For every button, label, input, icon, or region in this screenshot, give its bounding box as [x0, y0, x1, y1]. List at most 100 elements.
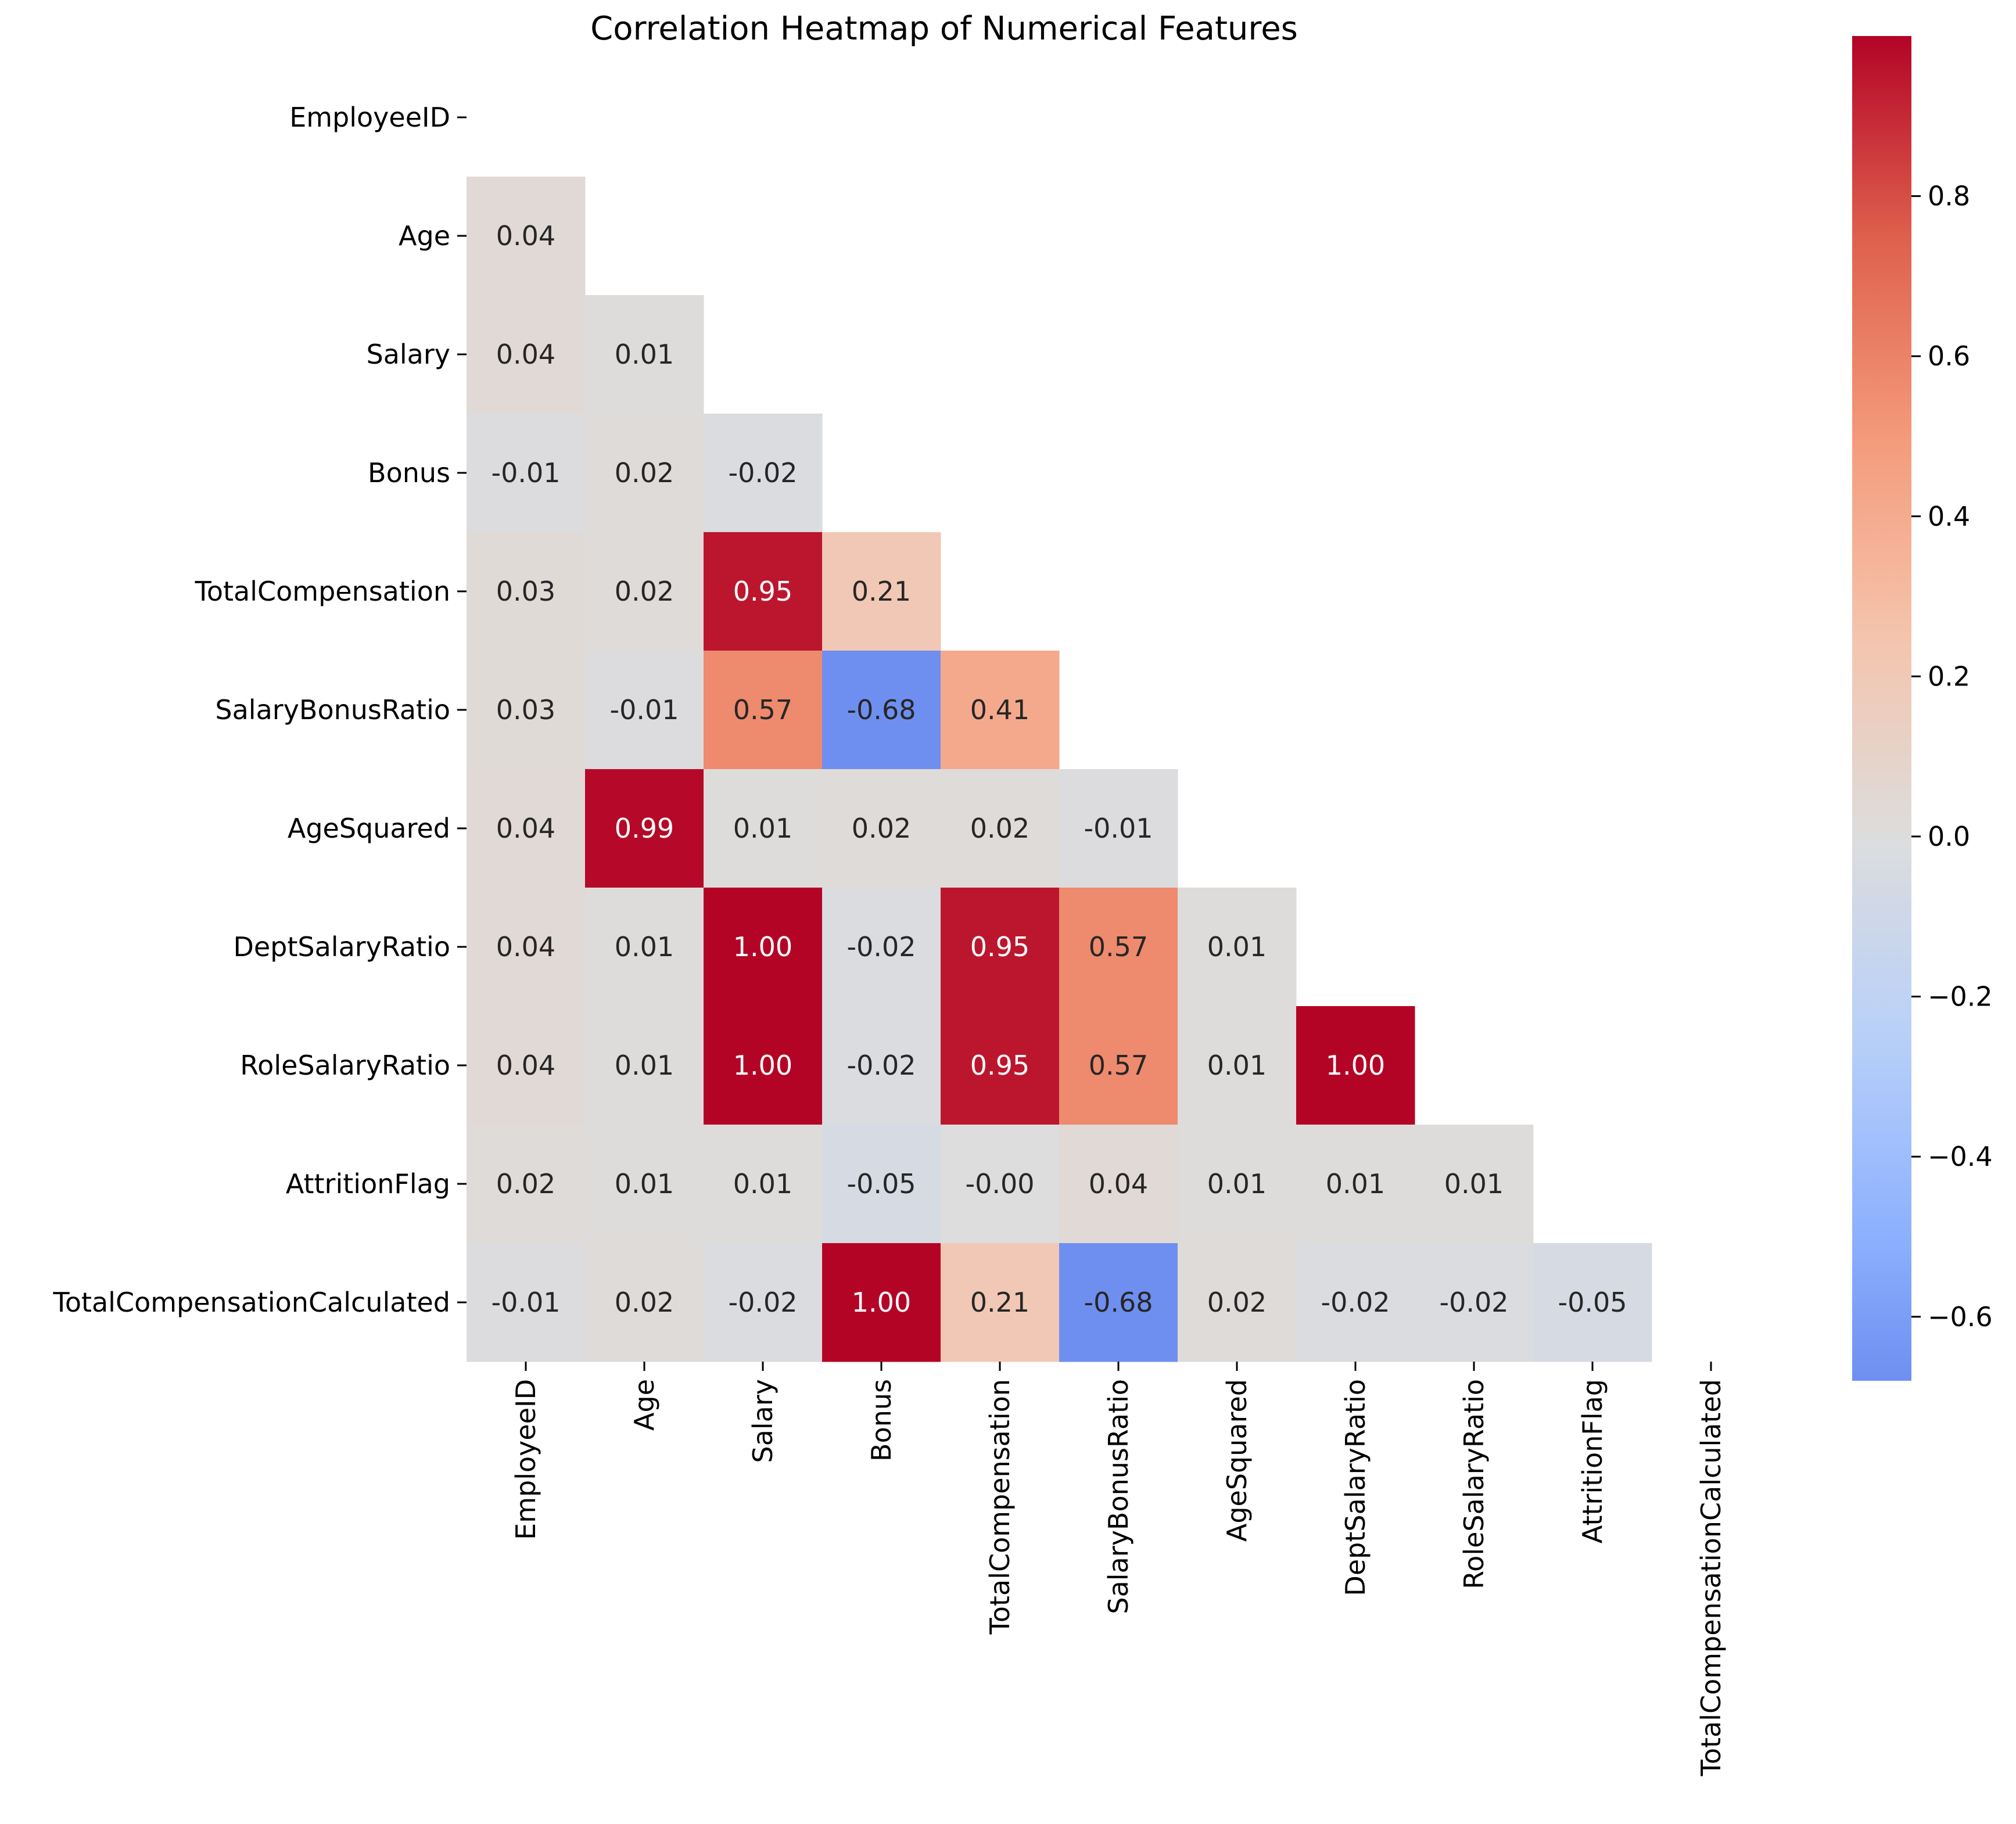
heatmap-cell-10-8 [1415, 1243, 1534, 1362]
y-tick-label-9: AttritionFlag [286, 1168, 450, 1200]
chart-title: Correlation Heatmap of Numerical Feature… [590, 10, 1298, 48]
heatmap-cell-label-9-8: 0.01 [1444, 1168, 1504, 1200]
heatmap-cell-9-1 [585, 1125, 704, 1244]
heatmap-cell-label-1-0: 0.04 [496, 220, 555, 252]
heatmap-cell-3-1 [585, 414, 704, 533]
heatmap-cell-6-4 [941, 769, 1060, 888]
heatmap-cell-9-4 [941, 1125, 1060, 1244]
heatmap-cell-label-9-5: 0.04 [1089, 1168, 1148, 1200]
heatmap-cell-7-3 [822, 888, 941, 1007]
heatmap-cell-8-2 [704, 1006, 823, 1125]
x-tick-label-7: DeptSalaryRatio [1340, 1379, 1371, 1596]
heatmap-cell-8-6 [1178, 1006, 1297, 1125]
heatmap-cell-3-0 [467, 414, 586, 533]
heatmap-cell-5-0 [467, 651, 586, 770]
heatmap-cell-4-1 [585, 532, 704, 651]
colorbar-tick-label-7: 0.8 [1928, 181, 1970, 212]
heatmap-cell-4-2 [704, 532, 823, 651]
heatmap-cell-label-8-6: 0.01 [1207, 1050, 1267, 1081]
colorbar-tick-label-5: 0.4 [1928, 501, 1970, 532]
heatmap-cell-8-4 [941, 1006, 1060, 1125]
heatmap-cell-9-0 [467, 1125, 586, 1244]
heatmap-cell-label-6-2: 0.01 [733, 813, 792, 844]
heatmap-cell-8-1 [585, 1006, 704, 1125]
x-tick-label-10: TotalCompensationCalculated [1695, 1379, 1727, 1776]
heatmap-cell-label-6-1: 0.99 [615, 813, 674, 844]
heatmap-cell-label-10-9: -0.05 [1558, 1287, 1627, 1318]
x-tick-label-2: Salary [747, 1379, 779, 1463]
heatmap-cell-10-7 [1296, 1243, 1415, 1362]
heatmap-cell-7-2 [704, 888, 823, 1007]
y-tick-label-8: RoleSalaryRatio [240, 1050, 450, 1081]
heatmap-cell-label-4-0: 0.03 [496, 576, 555, 607]
heatmap-cell-4-0 [467, 532, 586, 651]
heatmap-cell-label-8-2: 1.00 [733, 1050, 792, 1081]
heatmap-cell-label-5-2: 0.57 [733, 694, 792, 726]
heatmap-cell-label-5-0: 0.03 [496, 694, 555, 726]
colorbar-tick-label-4: 0.2 [1928, 660, 1970, 692]
heatmap-cell-label-7-1: 0.01 [615, 931, 674, 963]
y-tick-label-4: TotalCompensation [195, 576, 450, 607]
heatmap-cell-label-5-1: -0.01 [609, 694, 679, 726]
heatmap-cell-label-7-2: 1.00 [733, 931, 792, 963]
colorbar-tick-label-0: −0.6 [1928, 1301, 1993, 1333]
heatmap-cell-label-4-2: 0.95 [733, 576, 792, 607]
y-tick-label-0: EmployeeID [289, 102, 450, 133]
heatmap-cell-6-5 [1059, 769, 1178, 888]
y-tick-label-6: AgeSquared [288, 813, 450, 844]
heatmap-cell-label-6-0: 0.04 [496, 813, 555, 844]
y-tick-label-10: TotalCompensationCalculated [53, 1287, 450, 1318]
heatmap-cell-label-5-4: 0.41 [970, 694, 1029, 726]
heatmap-cell-label-10-3: 1.00 [852, 1287, 911, 1318]
heatmap-annotations: 0.04 0.04 0.01 -0.01 0.02 -0.02 0.03 0.02 0.95 0.… [491, 220, 1627, 1318]
heatmap-cell-label-7-3: -0.02 [846, 931, 916, 963]
heatmap-cell-8-3 [822, 1006, 941, 1125]
heatmap-cell-label-7-0: 0.04 [496, 931, 555, 963]
heatmap-cell-10-1 [585, 1243, 704, 1362]
heatmap-cell-label-5-3: -0.68 [846, 694, 916, 726]
heatmap-cell-10-0 [467, 1243, 586, 1362]
heatmap-cell-6-0 [467, 769, 586, 888]
colorbar-tick-label-2: −0.2 [1928, 981, 1993, 1012]
y-tick-label-1: Age [399, 220, 450, 252]
heatmap-cell-label-9-3: -0.05 [846, 1168, 916, 1200]
heatmap-cell-label-10-0: -0.01 [491, 1287, 560, 1318]
heatmap-cell-label-9-6: 0.01 [1207, 1168, 1267, 1200]
heatmap-cell-label-9-1: 0.01 [615, 1168, 674, 1200]
heatmap-cell-label-9-2: 0.01 [733, 1168, 792, 1200]
colorbar-ticks: −0.6 −0.4 −0.2 0.0 0.2 0.4 0.6 0.8 [1911, 181, 1993, 1333]
heatmap-cell-label-6-3: 0.02 [852, 813, 911, 844]
x-tick-label-3: Bonus [866, 1379, 897, 1462]
heatmap-cell-label-9-7: 0.01 [1326, 1168, 1385, 1200]
heatmap-cell-label-8-3: -0.02 [846, 1050, 916, 1081]
heatmap-cell-8-0 [467, 1006, 586, 1125]
heatmap-cell-label-10-4: 0.21 [970, 1287, 1029, 1318]
heatmap-cell-label-4-1: 0.02 [615, 576, 674, 607]
heatmap-cell-1-0 [467, 177, 586, 296]
heatmap-cell-8-5 [1059, 1006, 1178, 1125]
heatmap-cell-10-4 [941, 1243, 1060, 1362]
heatmap-cell-label-10-5: -0.68 [1084, 1287, 1153, 1318]
heatmap-cell-5-1 [585, 651, 704, 770]
y-axis-tick-labels: EmployeeID Age Salary Bonus TotalCompensatio… [53, 102, 467, 1318]
heatmap-cell-label-4-3: 0.21 [852, 576, 911, 607]
heatmap-cell-label-3-1: 0.02 [615, 457, 674, 489]
heatmap-cell-6-3 [822, 769, 941, 888]
colorbar-tick-label-6: 0.6 [1928, 340, 1970, 372]
x-tick-label-0: EmployeeID [510, 1379, 541, 1540]
heatmap-cell-label-6-4: 0.02 [970, 813, 1029, 844]
heatmap-cell-label-10-7: -0.02 [1321, 1287, 1390, 1318]
heatmap-cell-10-2 [704, 1243, 823, 1362]
heatmap-cell-3-2 [704, 414, 823, 533]
heatmap-cell-label-3-0: -0.01 [491, 457, 560, 489]
heatmap-cell-label-8-5: 0.57 [1089, 1050, 1148, 1081]
heatmap-cell-7-6 [1178, 888, 1297, 1007]
y-tick-label-5: SalaryBonusRatio [215, 694, 450, 726]
heatmap-cell-label-6-5: -0.01 [1084, 813, 1153, 844]
heatmap-cell-label-7-5: 0.57 [1089, 931, 1148, 963]
heatmap-cell-label-8-0: 0.04 [496, 1050, 555, 1081]
heatmap-cell-5-3 [822, 651, 941, 770]
x-axis-tick-labels: EmployeeID Age Salary Bonus TotalCompensatio… [510, 1362, 1727, 1776]
heatmap-cell-8-7 [1296, 1006, 1415, 1125]
